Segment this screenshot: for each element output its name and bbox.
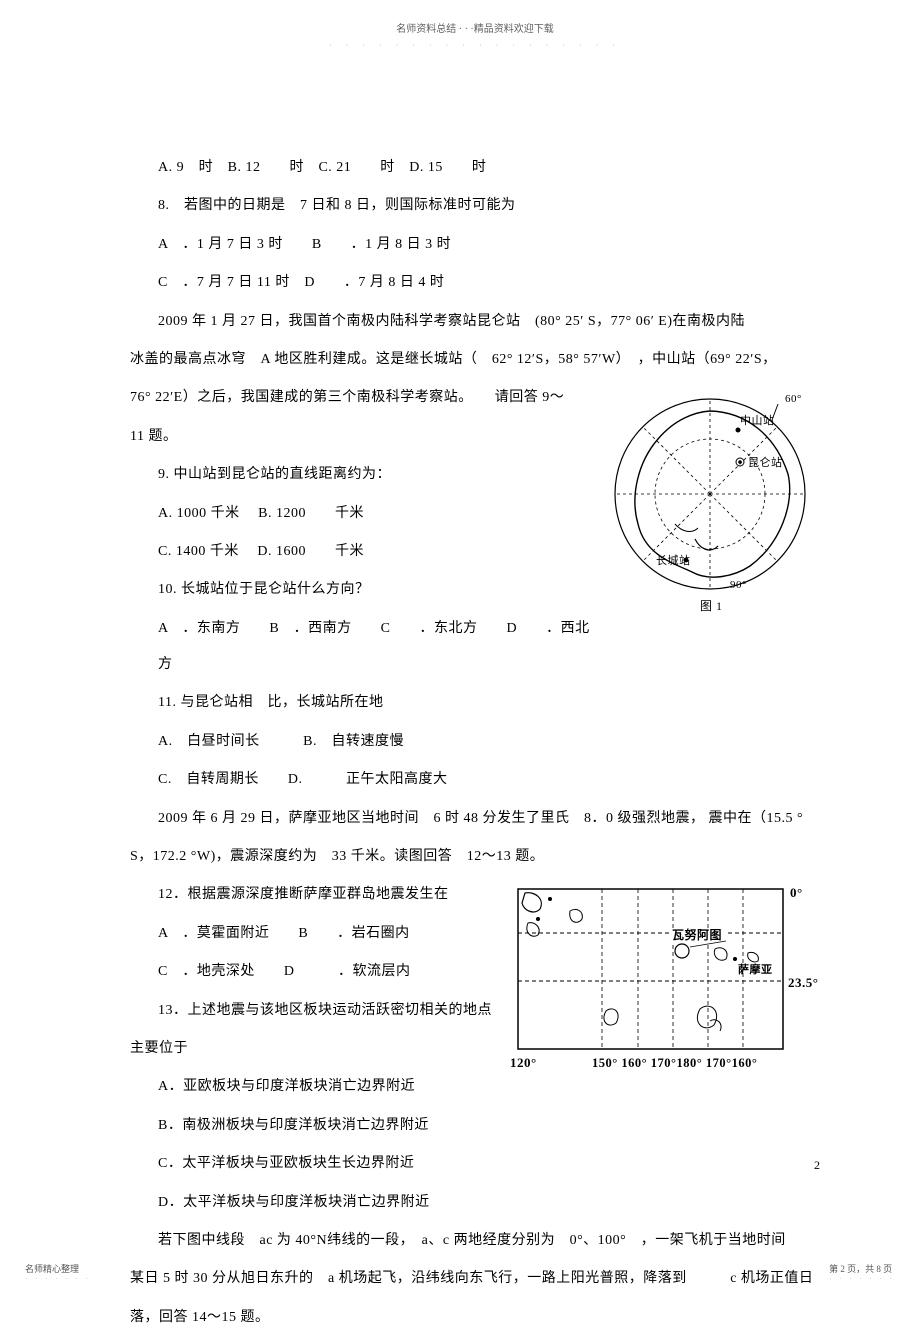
- fig1-label-60: 60°: [785, 393, 802, 405]
- fig1-caption: 图 1: [700, 599, 723, 613]
- fig2-label-0: 0°: [790, 885, 803, 900]
- fig2-label-wanuatu: 瓦努阿图: [672, 927, 722, 942]
- footer-left-text: 名师精心整理: [25, 1262, 91, 1275]
- passage-1b: 冰盖的最高点冰穹 A 地区胜利建成。这是继长城站（ 62° 12′S，58° 5…: [130, 342, 820, 378]
- document-body: A. 9 时 B. 12 时 C. 21 时 D. 15 时 8. 若图中的日期…: [130, 150, 820, 1336]
- page-header: 名师资料总结 · · ·精品资料欢迎下载: [130, 20, 820, 35]
- figure-2-map: 0° 23.5° 120° 150° 160° 170°180° 170°160…: [510, 881, 820, 1081]
- q8-stem: 8. 若图中的日期是 7 日和 8 日，则国际标准时可能为: [130, 188, 820, 224]
- q8-opt-cd: C ．7 月 7 日 11 时 D ．7 月 8 日 4 时: [130, 265, 820, 301]
- passage-1a: 2009 年 1 月 27 日，我国首个南极内陆科学考察站昆仑站 (80° 25…: [130, 304, 820, 340]
- q13-opt-c: C．太平洋板块与亚欧板块生长边界附近: [130, 1146, 820, 1182]
- page-number: 2: [814, 1158, 820, 1173]
- footer-left-dots: · · · · · · ·: [25, 1275, 91, 1283]
- footer-right-text: 第 2 页，共 8 页: [829, 1262, 895, 1275]
- q11-opt-cd: C. 自转周期长 D. 正午太阳高度大: [130, 762, 820, 798]
- footer-right-dots: · · · · · · ·: [829, 1275, 895, 1283]
- q8-opt-ab: A ．1 月 7 日 3 时 B ．1 月 8 日 3 时: [130, 227, 820, 263]
- fig1-label-changcheng: 长城站: [656, 553, 691, 567]
- fig1-label-kunlun: 昆仑站: [748, 455, 783, 469]
- figure-2-container: 0° 23.5° 120° 150° 160° 170°180° 170°160…: [510, 881, 820, 1096]
- header-dots: · · · · · · · · · · · · · · · · · ·: [130, 41, 820, 50]
- q13-opt-d: D．太平洋板块与印度洋板块消亡边界附近: [130, 1185, 820, 1221]
- footer-right: 第 2 页，共 8 页 · · · · · · ·: [829, 1262, 895, 1283]
- fig1-label-90: 90°: [730, 579, 747, 591]
- fig2-label-lonrow: 150° 160° 170°180° 170°160°: [592, 1056, 757, 1070]
- q7-options: A. 9 时 B. 12 时 C. 21 时 D. 15 时: [130, 150, 820, 186]
- fig2-label-120: 120°: [510, 1055, 537, 1070]
- fig2-label-235: 23.5°: [788, 975, 818, 990]
- figure-1-antarctica: 中山站 昆仑站 长城站 60° 90° 图 1: [600, 384, 820, 614]
- passage-2a: 2009 年 6 月 29 日，萨摩亚地区当地时间 6 时 48 分发生了里氏 …: [130, 801, 820, 837]
- passage-3c: 落，回答 14～15 题。: [130, 1300, 820, 1336]
- figure-1-container: 中山站 昆仑站 长城站 60° 90° 图 1: [600, 384, 820, 629]
- fig1-label-zhongshan: 中山站: [740, 413, 775, 427]
- passage-2b: S，172.2 °W)，震源深度约为 33 千米。读图回答 12～13 题。: [130, 839, 820, 875]
- passage-3a: 若下图中线段 ac 为 40°N纬线的一段， a、c 两地经度分别为 0°、10…: [130, 1223, 820, 1259]
- q11-opt-ab: A. 白昼时间长 B. 自转速度慢: [130, 724, 820, 760]
- q13-opt-b: B．南极洲板块与印度洋板块消亡边界附近: [130, 1108, 820, 1144]
- footer-left: 名师精心整理 · · · · · · ·: [25, 1262, 91, 1283]
- fig2-label-samoa: 萨摩亚: [738, 962, 773, 976]
- passage-3b: 某日 5 时 30 分从旭日东升的 a 机场起飞，沿纬线向东飞行，一路上阳光普照…: [130, 1261, 820, 1297]
- q11-stem: 11. 与昆仑站相 比，长城站所在地: [130, 685, 820, 721]
